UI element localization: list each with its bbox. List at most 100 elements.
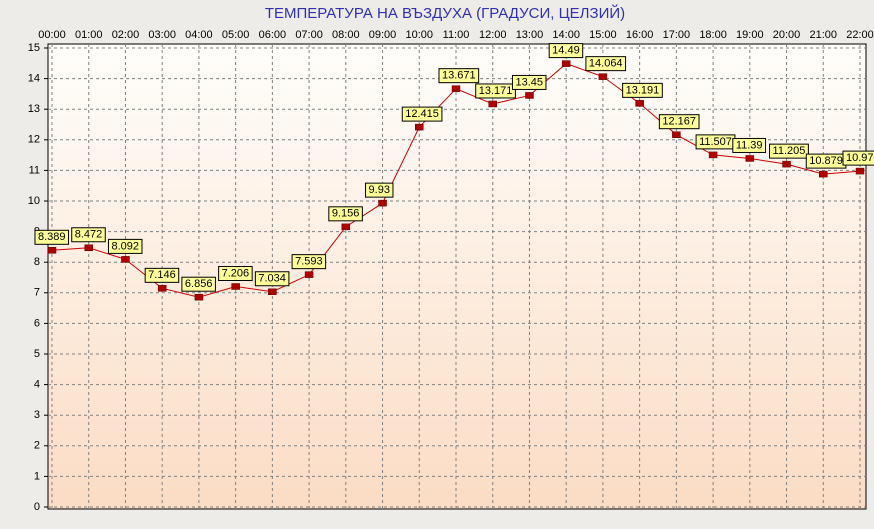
marker: [708, 151, 718, 159]
y-tick-label: 11: [29, 164, 40, 176]
marker: [745, 155, 755, 162]
x-tick-label: 17:00: [663, 29, 691, 41]
data-label: 6.856: [185, 278, 213, 290]
y-tick-label: 6: [34, 317, 40, 329]
y-tick-label: 15: [28, 42, 40, 54]
data-label-box: [34, 229, 70, 245]
x-tick-label: 03:00: [148, 29, 176, 41]
marker: [782, 160, 791, 168]
marker: [378, 199, 387, 207]
x-tick-label: 16:00: [626, 29, 654, 41]
marker: [598, 73, 608, 80]
marker: [304, 271, 314, 278]
marker: [157, 285, 167, 292]
data-label-box: [365, 182, 394, 198]
y-tick-label: 8: [34, 256, 40, 268]
data-label-box: [622, 82, 663, 98]
marker: [231, 283, 240, 290]
data-label: 11.39: [736, 139, 763, 151]
data-label: 13.45: [515, 76, 543, 88]
x-tick-label: 00:00: [38, 29, 66, 41]
x-tick-label: 19:00: [736, 29, 764, 41]
data-label-box: [181, 276, 216, 292]
y-tick-label: 12: [28, 134, 40, 146]
x-tick-label: 14:00: [552, 29, 580, 41]
x-tick-label: 05:00: [222, 29, 250, 41]
data-label: 7.206: [222, 267, 250, 279]
data-label: 10.977: [846, 152, 874, 164]
y-tick-label: 5: [34, 348, 40, 360]
data-label-box: [71, 227, 106, 243]
y-tick-label: 1: [34, 470, 40, 482]
data-label: 8.389: [38, 231, 66, 243]
data-label: 14.064: [589, 58, 623, 70]
data-label-box: [291, 254, 327, 270]
data-label: 7.034: [258, 273, 286, 285]
marker: [415, 123, 424, 131]
x-tick-label: 06:00: [259, 29, 287, 41]
marker: [635, 100, 644, 107]
y-tick-label: 2: [34, 440, 40, 452]
data-label: 9.93: [369, 184, 390, 196]
data-label-box: [842, 150, 874, 166]
marker: [672, 131, 681, 138]
x-tick-label: 04:00: [185, 29, 213, 41]
y-tick-label: 14: [28, 73, 40, 85]
marker: [84, 244, 93, 252]
data-label: 8.472: [75, 229, 103, 241]
data-label-box: [438, 68, 480, 84]
marker: [121, 256, 130, 263]
marker: [47, 247, 57, 254]
data-label-box: [585, 56, 627, 72]
x-tick-label: 11:00: [443, 29, 470, 41]
y-tick-label: 10: [28, 195, 40, 207]
x-tick-label: 08:00: [332, 29, 360, 41]
data-label-box: [328, 206, 363, 222]
chart-title: ТЕМПЕРАТУРА НА ВЪЗДУХА (ГРАДУСИ, ЦЕЛЗИЙ): [265, 4, 625, 22]
y-tick-label: 7: [34, 287, 40, 299]
x-tick-label: 20:00: [773, 29, 801, 41]
data-label-box: [511, 74, 547, 90]
y-tick-label: 3: [34, 409, 40, 421]
marker: [819, 170, 828, 178]
data-label-box: [401, 106, 443, 122]
marker: [561, 60, 571, 67]
x-tick-label: 07:00: [295, 29, 323, 41]
x-tick-label: 13:00: [516, 29, 544, 41]
x-tick-label: 15:00: [589, 29, 617, 41]
marker: [268, 288, 277, 296]
data-label-box: [107, 238, 143, 254]
data-label: 13.191: [626, 84, 660, 96]
x-tick-label: 09:00: [369, 29, 397, 41]
y-tick-label: 4: [34, 379, 40, 391]
data-label-box: [769, 143, 809, 159]
data-label: 7.146: [148, 269, 176, 281]
x-tick-label: 10:00: [406, 29, 434, 41]
data-label-box: [548, 43, 584, 59]
data-label: 9.156: [332, 208, 360, 220]
marker: [341, 223, 351, 231]
x-tick-label: 22:00: [846, 29, 874, 41]
x-tick-label: 02:00: [112, 29, 140, 41]
data-label-box: [254, 271, 290, 287]
data-label: 13.171: [479, 85, 513, 97]
y-tick-label: 13: [28, 103, 40, 115]
data-label: 11.507: [699, 136, 732, 148]
data-label-box: [144, 267, 180, 283]
data-label-box: [658, 114, 700, 130]
x-tick-label: 12:00: [479, 29, 507, 41]
x-tick-label: 01:00: [75, 29, 103, 41]
data-label: 12.415: [405, 108, 439, 120]
marker: [451, 85, 461, 92]
data-label: 13.671: [442, 70, 476, 82]
data-label: 10.879: [809, 155, 843, 167]
marker: [855, 167, 865, 175]
x-tick-label: 18:00: [699, 29, 727, 41]
data-label-box: [218, 265, 253, 281]
data-label-box: [475, 83, 516, 99]
marker: [488, 100, 497, 108]
data-label: 8.092: [111, 240, 139, 252]
x-tick-label: 21:00: [810, 29, 838, 41]
data-label: 12.167: [662, 116, 696, 128]
